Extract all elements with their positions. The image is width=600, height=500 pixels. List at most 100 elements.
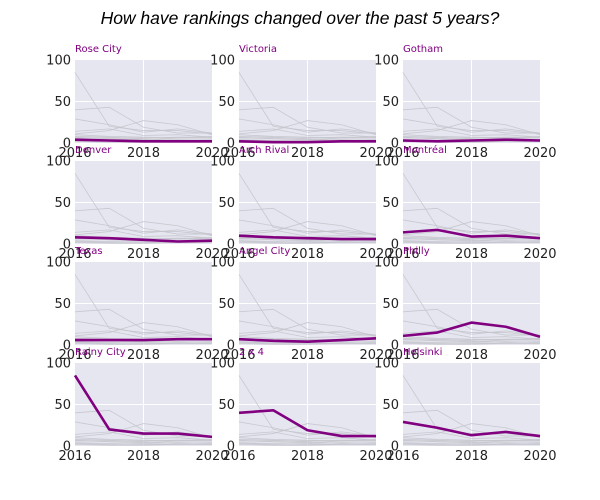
x-tick-label: 2020 <box>195 449 228 464</box>
panel: 0 50 100 2016 2018 2020 Gotham <box>374 44 556 161</box>
x-tick-label: 2016 <box>386 247 419 262</box>
context-line <box>402 337 541 343</box>
context-line <box>402 128 541 138</box>
context-line <box>402 320 541 336</box>
x-tick-label: 2018 <box>127 247 160 262</box>
context-line <box>74 229 213 239</box>
x-tick-label: 2020 <box>359 146 392 161</box>
context-line <box>74 320 213 336</box>
context-line <box>402 241 540 244</box>
context-line <box>402 437 540 442</box>
context-line <box>74 120 213 136</box>
context-line <box>238 308 376 336</box>
panel: 0 50 100 2016 2018 2020 Victoria <box>210 44 392 161</box>
highlight-line <box>74 236 213 243</box>
context-line <box>238 431 377 441</box>
context-line <box>402 337 541 343</box>
context-line <box>402 207 540 235</box>
panel-title: Gotham <box>403 44 443 55</box>
context-line <box>238 320 377 336</box>
highlight-line <box>238 337 377 343</box>
panel-title: Denver <box>75 145 112 156</box>
context-line <box>74 135 213 141</box>
context-line <box>74 423 213 439</box>
context-line <box>74 106 212 134</box>
y-tick-label: 50 <box>54 398 71 413</box>
y-tick-label: 100 <box>374 155 399 170</box>
context-line <box>402 236 541 242</box>
context-line <box>74 342 212 345</box>
x-tick-label: 2018 <box>291 449 324 464</box>
highlight-line <box>75 337 212 342</box>
highlight-line <box>238 140 376 144</box>
y-tick-label: 100 <box>46 155 71 170</box>
y-tick-label: 50 <box>54 297 71 312</box>
context-line <box>74 438 213 444</box>
context-line <box>402 118 541 134</box>
context-line <box>238 229 377 239</box>
x-tick-label: 2018 <box>127 348 160 363</box>
panel-title: Montréal <box>403 144 447 156</box>
context-line <box>74 221 213 237</box>
x-tick-label: 2016 <box>58 146 91 161</box>
context-line <box>238 120 377 136</box>
x-tick-label: 2018 <box>291 348 324 363</box>
panel-title: Arch Rival <box>239 145 289 156</box>
context-line <box>402 236 541 242</box>
x-tick-label: 2016 <box>58 449 91 464</box>
x-tick-label: 2020 <box>195 348 228 363</box>
context-line <box>238 207 376 235</box>
context-line <box>238 106 376 134</box>
context-line <box>402 342 540 345</box>
context-line <box>402 134 540 139</box>
context-line <box>238 437 376 442</box>
y-tick-label: 100 <box>46 54 71 69</box>
y-tick-label: 0 <box>391 137 399 152</box>
context-line <box>74 322 213 338</box>
x-tick-label: 2016 <box>222 146 255 161</box>
context-line <box>74 431 213 441</box>
y-tick-label: 100 <box>46 357 71 372</box>
context-line <box>402 120 541 136</box>
panel-title: Victoria <box>239 44 277 55</box>
context-line <box>238 135 377 141</box>
y-tick-label: 0 <box>227 238 235 253</box>
highlight-line <box>402 321 541 338</box>
x-tick-label: 2018 <box>291 146 324 161</box>
highlight-line <box>402 228 541 240</box>
context-line <box>74 308 212 336</box>
context-line <box>402 330 541 340</box>
context-line <box>238 219 377 235</box>
y-tick-label: 50 <box>382 398 399 413</box>
highlight-line <box>73 374 213 439</box>
x-tick-label: 2020 <box>523 348 556 363</box>
y-tick-label: 0 <box>227 440 235 455</box>
x-tick-label: 2016 <box>386 449 419 464</box>
context-line <box>74 128 213 138</box>
context-line <box>238 128 377 138</box>
panel-title: Philly <box>403 246 430 257</box>
context-line <box>238 342 376 345</box>
y-tick-label: 100 <box>210 357 235 372</box>
x-tick-label: 2020 <box>523 247 556 262</box>
y-tick-label: 50 <box>218 95 235 110</box>
x-tick-label: 2020 <box>195 247 228 262</box>
context-line <box>238 421 377 437</box>
context-line <box>402 423 541 439</box>
x-tick-label: 2018 <box>455 449 488 464</box>
highlight-line <box>74 138 212 143</box>
x-tick-label: 2020 <box>359 348 392 363</box>
y-tick-label: 100 <box>46 256 71 271</box>
panel: 0 50 100 2016 2018 2020 Rose City <box>46 44 228 161</box>
context-line <box>74 219 213 235</box>
context-line <box>238 438 377 444</box>
context-line <box>238 423 377 439</box>
y-tick-label: 50 <box>382 95 399 110</box>
